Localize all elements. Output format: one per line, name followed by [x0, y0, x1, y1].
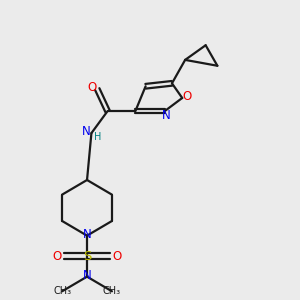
Text: N: N: [82, 228, 91, 241]
Text: CH₃: CH₃: [53, 286, 71, 296]
Text: O: O: [52, 250, 62, 262]
Text: O: O: [112, 250, 122, 262]
Text: H: H: [94, 132, 101, 142]
Text: O: O: [183, 90, 192, 103]
Text: CH₃: CH₃: [103, 286, 121, 296]
Text: N: N: [82, 269, 91, 282]
Text: N: N: [82, 125, 91, 138]
Text: S: S: [83, 250, 91, 262]
Text: N: N: [162, 109, 170, 122]
Text: O: O: [87, 81, 97, 94]
